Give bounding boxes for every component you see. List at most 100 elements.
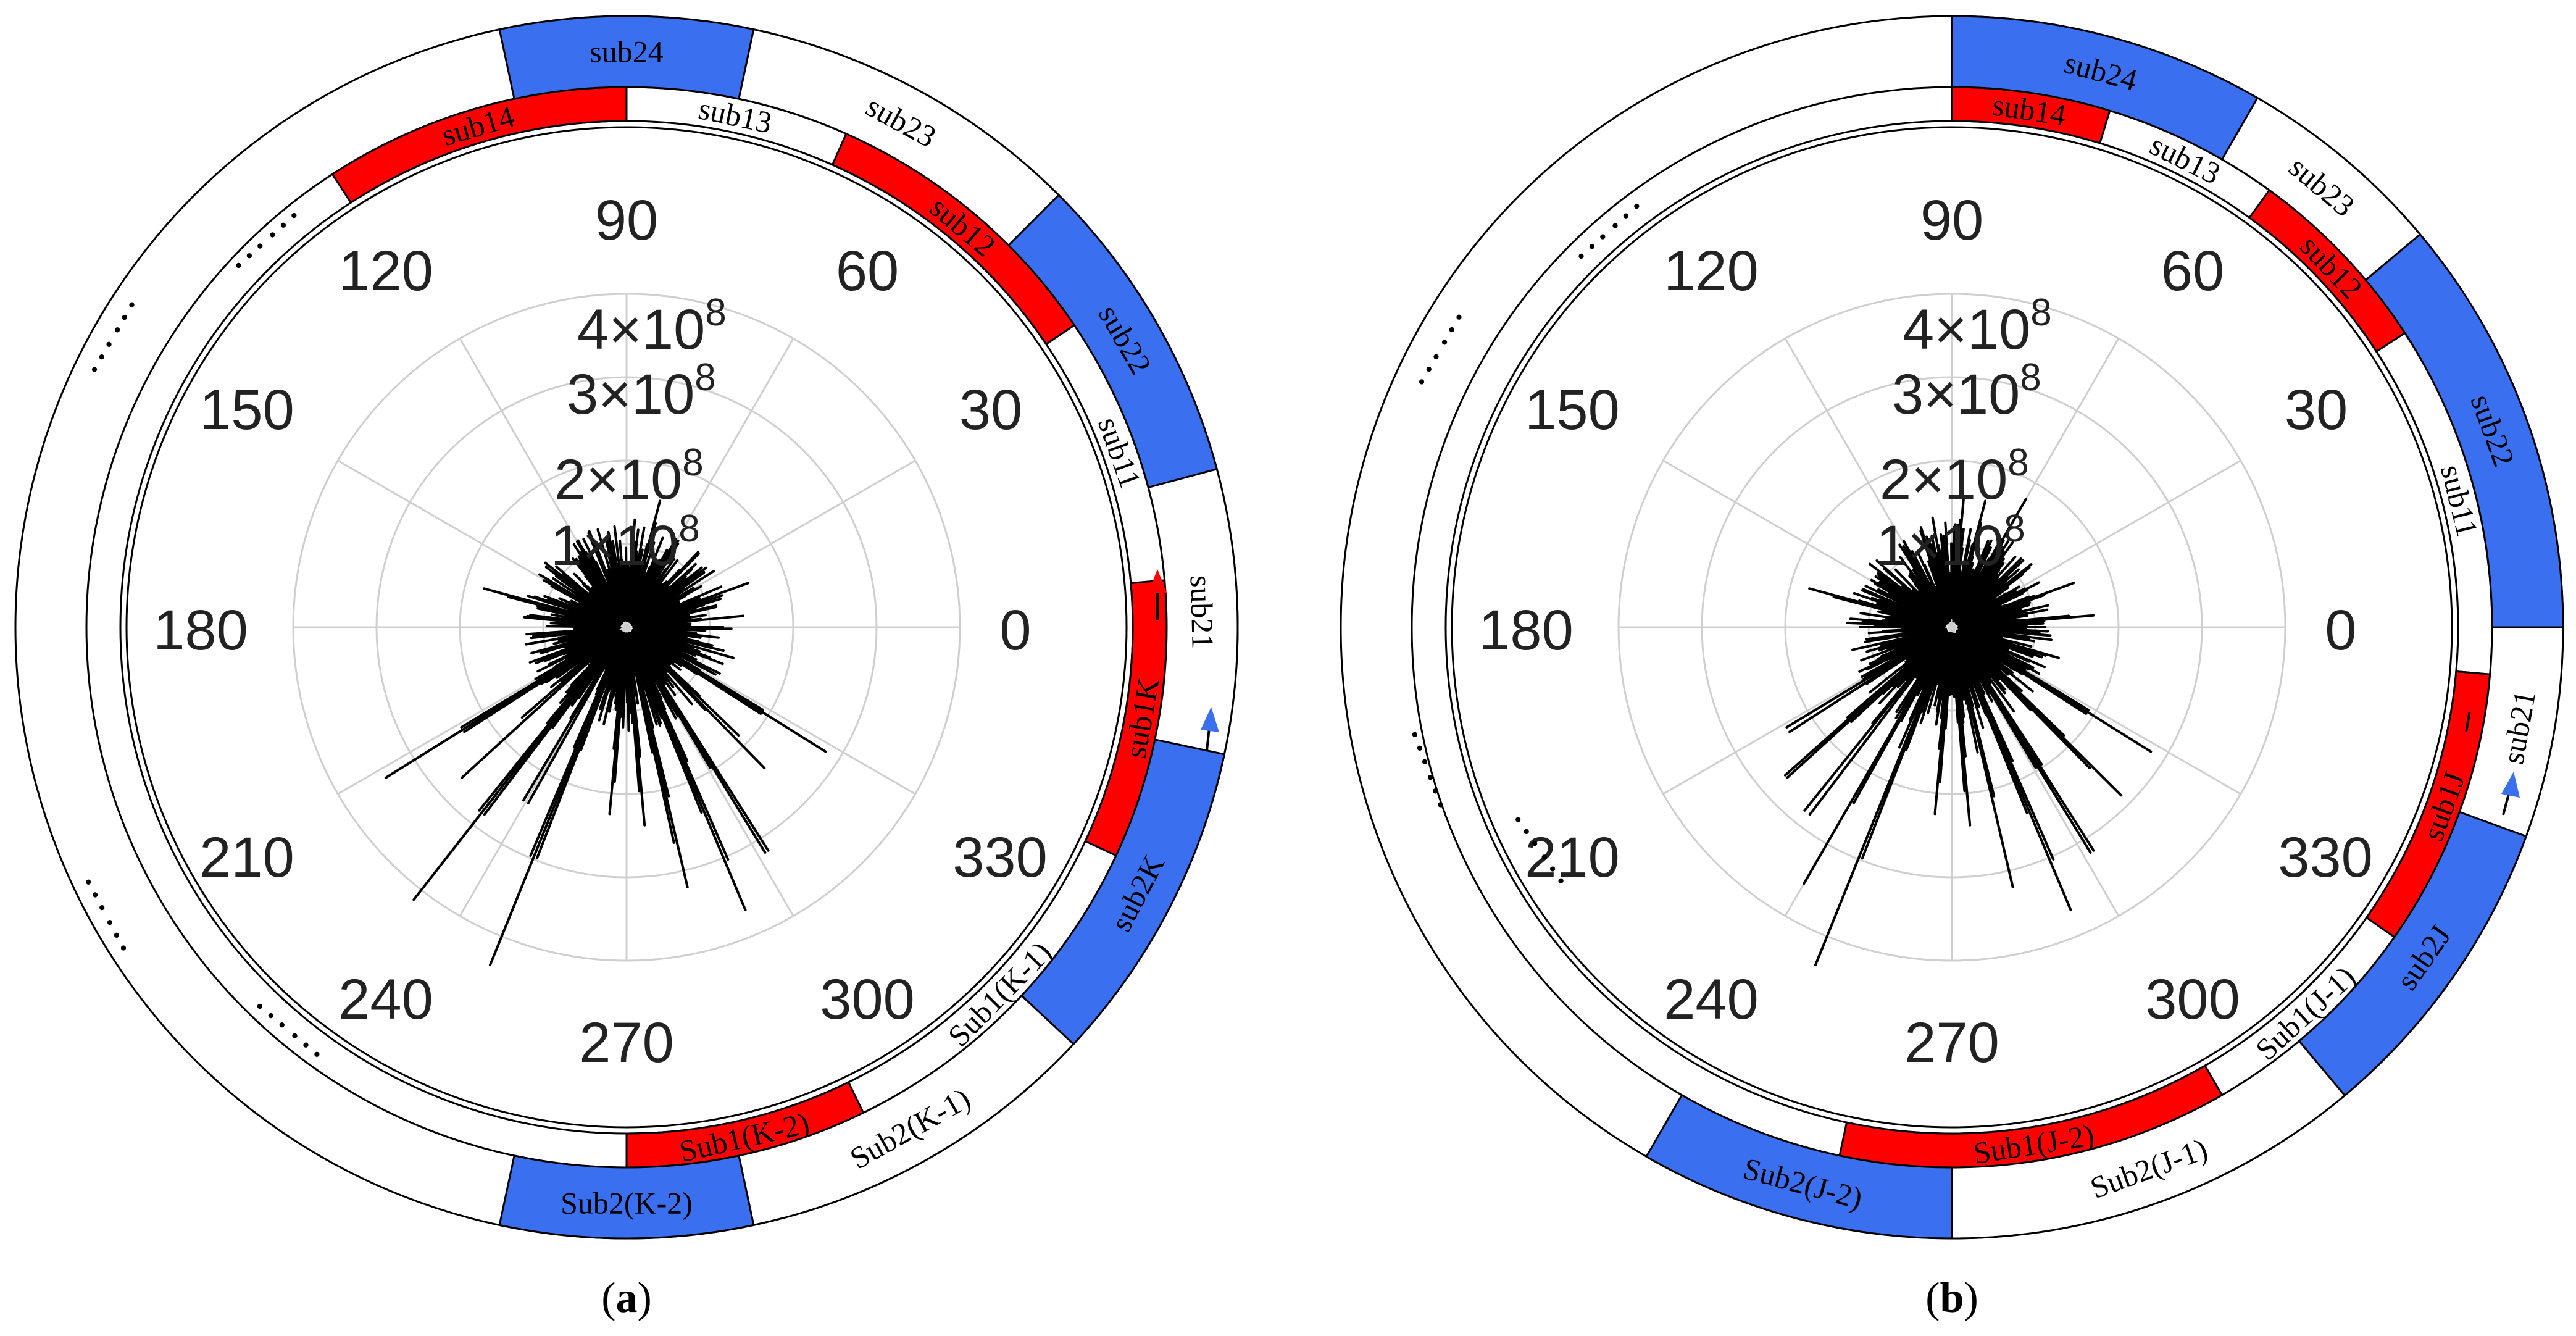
angle-label-300: 300 — [2145, 968, 2240, 1031]
angle-label-150: 150 — [199, 378, 294, 441]
ellipsis-outer-upper: …… — [1387, 291, 1474, 394]
radial-label-2e8-base: 10 — [619, 448, 682, 511]
ellipsis-inner-upper: …… — [209, 183, 309, 279]
radial-label-2e8-times: × — [1911, 448, 1945, 511]
angle-label-90: 90 — [595, 189, 658, 252]
angle-label-120: 120 — [1664, 240, 1759, 303]
panel-label-a-letter: a — [616, 1274, 638, 1322]
arrow-blue-head — [2501, 772, 2520, 798]
outer-segment-0-fill — [1951, 15, 2259, 161]
radial-label-4e8-times: × — [609, 298, 642, 361]
angle-label-30: 30 — [959, 378, 1022, 441]
inner-segment-0-label: sub14 — [438, 99, 518, 153]
outer-segment-0-fill — [498, 15, 755, 100]
radial-label-4e8: 4×108 — [1903, 291, 2052, 361]
angle-label-150: 150 — [1525, 378, 1620, 441]
radial-label-2e8-exp: 8 — [2007, 441, 2028, 484]
outer-segment-6-fill — [498, 1154, 755, 1240]
angle-label-30: 30 — [2285, 378, 2348, 441]
angle-label-180: 180 — [1478, 599, 1574, 662]
radial-label-1e8-times: × — [1907, 514, 1941, 577]
radial-label-1e8-coef: 1 — [1876, 514, 1907, 577]
outer-segment-4: sub2J — [2298, 811, 2528, 1097]
outer-segment-6: Sub2(K-2) — [498, 1154, 755, 1240]
outer-segment-6-label: Sub2(K-2) — [561, 1186, 693, 1221]
angle-label-60: 60 — [836, 240, 899, 303]
radial-label-3e8-coef: 3 — [1892, 363, 1924, 426]
outer-segment-4-fill — [1020, 738, 1226, 1046]
ring-segments: sub14sub13sub12sub11sub1JSub1(J-1)Sub1(J… — [1644, 15, 2564, 1240]
radial-label-4e8-coef: 4 — [1903, 298, 1934, 361]
radial-label-1e8-exp: 8 — [678, 507, 699, 550]
angle-label-180: 180 — [153, 599, 248, 662]
radial-label-2e8: 2×108 — [1880, 441, 2029, 511]
polar-trace — [1783, 496, 2153, 966]
radial-label-3e8-base: 10 — [1957, 363, 2020, 426]
angle-label-120: 120 — [338, 240, 433, 303]
radial-label-1e8: 1×108 — [1876, 507, 2025, 577]
outer-segment-5-fill — [1951, 1040, 2346, 1240]
radial-label-3e8-coef: 3 — [567, 363, 598, 426]
radial-label-1e8-times: × — [582, 514, 615, 577]
radial-label-2e8-base: 10 — [1945, 448, 2007, 511]
outer-segment-3-fill — [1147, 467, 1239, 756]
angle-label-210: 210 — [1525, 826, 1620, 889]
outer-segment-2-fill — [2364, 233, 2564, 628]
radial-label-4e8-exp: 8 — [705, 291, 726, 334]
radial-label-3e8: 3×108 — [567, 356, 716, 426]
radial-label-4e8-coef: 4 — [577, 298, 609, 361]
arrow-blue — [2501, 772, 2520, 816]
outer-segment-3-label: sub21 — [1184, 575, 1220, 649]
outer-segment-3-fill — [2458, 626, 2564, 838]
arrow-blue — [1201, 707, 1219, 751]
arrow-red — [1148, 569, 1167, 620]
angle-label-210: 210 — [199, 826, 294, 889]
outer-segment-4: sub2K — [1020, 738, 1226, 1046]
angle-label-270: 270 — [579, 1011, 674, 1074]
panel-b: sub14sub13sub12sub11sub1JSub1(J-1)Sub1(J… — [1340, 15, 2564, 1322]
radial-label-4e8-exp: 8 — [2030, 291, 2051, 334]
radial-label-4e8: 4×108 — [577, 291, 727, 361]
angle-label-240: 240 — [338, 968, 433, 1031]
radial-label-3e8: 3×108 — [1892, 356, 2041, 426]
radial-label-1e8-exp: 8 — [2004, 507, 2025, 550]
angle-label-270: 270 — [1904, 1011, 1999, 1074]
angle-label-90: 90 — [1920, 189, 1983, 252]
inner-segment-0-fill — [331, 86, 628, 204]
angle-label-0: 0 — [999, 599, 1031, 662]
arrow-blue-head — [1201, 707, 1219, 732]
outer-segment-0-label: sub24 — [590, 35, 663, 69]
angle-label-330: 330 — [2278, 826, 2373, 889]
arrow-red-head — [2462, 688, 2480, 714]
radial-label-3e8-times: × — [1924, 363, 1957, 426]
panel-label-b-letter: b — [1940, 1274, 1964, 1322]
angle-label-240: 240 — [1664, 968, 1759, 1031]
outer-segment-2: sub22 — [2364, 233, 2564, 628]
outer-segment-1: sub23 — [2220, 96, 2422, 282]
radial-label-4e8-base: 10 — [1967, 298, 2030, 361]
angle-label-300: 300 — [820, 968, 915, 1031]
radial-label-2e8-coef: 2 — [554, 448, 586, 511]
radial-label-4e8-times: × — [1934, 298, 1967, 361]
radial-label-1e8-base: 10 — [615, 514, 678, 577]
arrow-red-head — [1148, 569, 1167, 593]
outer-segment-5-fill — [738, 994, 1075, 1227]
radial-label-3e8-base: 10 — [631, 363, 694, 426]
radial-label-2e8-coef: 2 — [1880, 448, 1911, 511]
angle-label-330: 330 — [952, 826, 1048, 889]
radial-label-2e8-times: × — [586, 448, 619, 511]
radial-label-1e8: 1×108 — [551, 507, 700, 577]
radial-label-1e8-coef: 1 — [551, 514, 582, 577]
radial-label-3e8-exp: 8 — [2020, 356, 2041, 399]
trace-path — [1783, 496, 2153, 966]
radial-label-4e8-base: 10 — [642, 298, 705, 361]
outer-segment-4-fill — [2298, 811, 2528, 1097]
radial-label-3e8-times: × — [598, 363, 631, 426]
outer-segment-2-fill — [1007, 193, 1219, 489]
radial-label-2e8: 2×108 — [554, 441, 704, 511]
panel-label-b: (b) — [1925, 1274, 1978, 1322]
inner-segment-0: sub14 — [331, 86, 628, 204]
outer-segment-1-fill — [738, 28, 1061, 247]
